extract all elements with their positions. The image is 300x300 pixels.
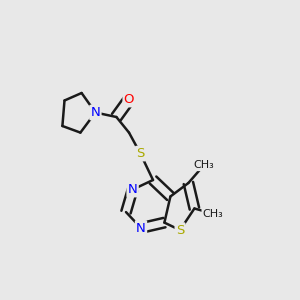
Text: S: S (176, 224, 184, 237)
Text: CH₃: CH₃ (202, 208, 224, 219)
Text: CH₃: CH₃ (194, 160, 214, 170)
Text: N: N (136, 221, 146, 235)
Text: S: S (136, 147, 145, 160)
Text: N: N (128, 183, 137, 196)
Text: N: N (91, 106, 100, 119)
Text: O: O (124, 93, 134, 106)
